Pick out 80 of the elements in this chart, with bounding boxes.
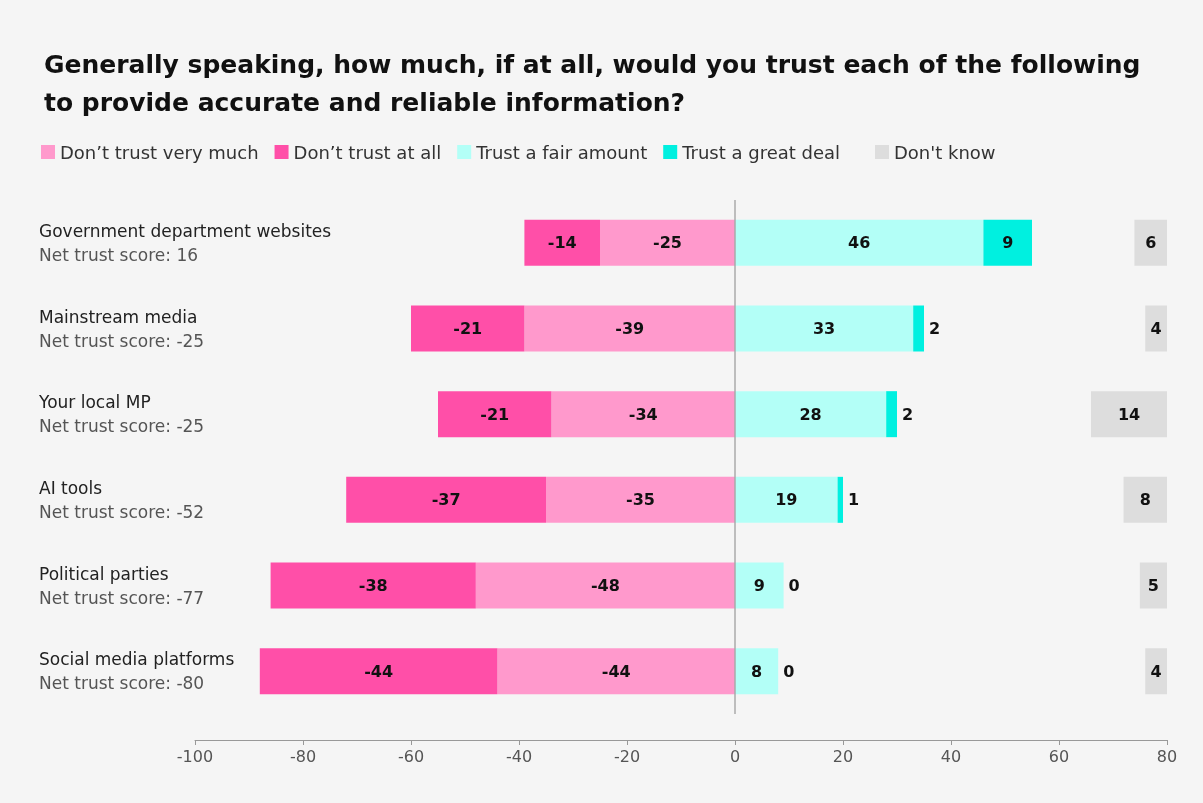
bar	[1134, 219, 1167, 266]
x-tick-label: -20	[613, 746, 641, 766]
bar	[837, 476, 843, 523]
y-tick-label: Your local MP Net trust score: -25	[38, 392, 205, 437]
x-tick-label: -80	[289, 746, 317, 766]
data-label: 14	[1117, 404, 1141, 424]
bar	[1145, 305, 1167, 352]
data-label: -44	[364, 661, 394, 681]
legend-label: Don't know	[894, 141, 996, 163]
bar	[546, 476, 735, 523]
data-label: 0	[783, 661, 795, 681]
bar	[735, 648, 779, 695]
x-tick-label: 60	[1048, 746, 1070, 766]
data-label: 19	[775, 490, 798, 510]
bar	[735, 391, 887, 438]
data-label: 2	[902, 404, 914, 424]
data-label: 1	[848, 490, 860, 510]
bar	[438, 391, 552, 438]
data-label: 9	[1002, 233, 1014, 253]
data-label: -35	[626, 490, 655, 510]
data-label: -21	[480, 404, 510, 424]
x-tick-label: -60	[397, 746, 425, 766]
bar	[1139, 562, 1167, 609]
data-label: -44	[601, 661, 631, 681]
x-tick-label: -100	[176, 746, 214, 766]
legend-label: Don’t trust at all	[293, 141, 442, 163]
y-tick-label: Mainstream media Net trust score: -25	[39, 306, 205, 351]
x-tick-label: -40	[505, 746, 533, 766]
y-tick-label: Social media platforms Net trust score: -80	[39, 649, 235, 694]
legend-label: Trust a fair amount	[475, 141, 648, 163]
data-label: -37	[431, 490, 461, 510]
data-label: 4	[1150, 661, 1162, 681]
bar	[524, 305, 735, 352]
data-label: 8	[1139, 490, 1151, 510]
bar	[1123, 476, 1167, 523]
data-label: 28	[799, 404, 822, 424]
bar	[551, 391, 735, 438]
data-label: -25	[653, 233, 682, 253]
bar	[735, 219, 984, 266]
x-tick-label: 20	[832, 746, 854, 766]
bar	[1091, 391, 1167, 438]
data-label: 8	[751, 661, 763, 681]
bar	[270, 562, 476, 609]
data-label: 33	[812, 319, 836, 338]
y-tick-label: AI tools Net trust score: -52	[39, 477, 205, 522]
bar	[346, 476, 546, 523]
bar	[735, 305, 914, 352]
y-tick-label: Government department websites Net trust score: 16	[39, 220, 332, 265]
bar	[600, 219, 735, 266]
x-tick-label: 0	[729, 746, 741, 766]
bar	[259, 648, 498, 695]
legend-label: Don’t trust very much	[60, 141, 259, 163]
bar	[1145, 648, 1167, 695]
bar	[983, 219, 1032, 266]
data-label: -21	[453, 319, 483, 338]
data-label: 5	[1147, 576, 1159, 595]
bar	[497, 648, 735, 695]
bar	[735, 476, 838, 523]
data-label: -14	[547, 233, 577, 253]
data-label: 46	[848, 233, 871, 253]
data-label: -48	[590, 576, 620, 595]
data-label: -39	[615, 319, 645, 338]
bar	[735, 562, 784, 609]
bar	[475, 562, 735, 609]
data-label: 6	[1145, 233, 1157, 253]
data-label: 4	[1150, 319, 1162, 338]
data-label: -34	[628, 404, 658, 424]
data-label: 0	[788, 576, 800, 595]
x-tick-label: 40	[940, 746, 962, 766]
bar	[411, 305, 525, 352]
bar	[524, 219, 600, 266]
bar	[886, 391, 897, 438]
chart-title: Generally speaking, how much, if at all, would you trust each of the following to provide accurate and reliable information?	[44, 49, 1141, 117]
legend-label: Trust a great deal	[681, 141, 841, 163]
bar	[913, 305, 924, 352]
data-label: -38	[358, 576, 388, 595]
data-label: 9	[753, 576, 765, 595]
y-tick-label: Political parties Net trust score: -77	[39, 563, 205, 608]
data-label: 2	[929, 319, 941, 338]
x-tick-label: 80	[1156, 746, 1178, 766]
